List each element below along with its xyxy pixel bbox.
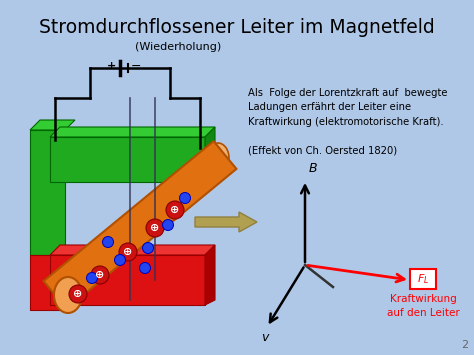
Text: B: B [309, 162, 318, 175]
Text: Als  Folge der Lorentzkraft auf  bewegte
Ladungen erfährt der Leiter eine
Kraftw: Als Folge der Lorentzkraft auf bewegte L… [248, 88, 447, 155]
Circle shape [163, 219, 173, 230]
Circle shape [139, 262, 151, 273]
Polygon shape [50, 137, 205, 182]
Text: v: v [261, 331, 268, 344]
Ellipse shape [207, 143, 229, 173]
Text: ⊕: ⊕ [170, 205, 180, 215]
Text: ⊕: ⊕ [123, 247, 133, 257]
Circle shape [69, 285, 87, 303]
Polygon shape [44, 141, 237, 309]
Polygon shape [50, 127, 215, 137]
Text: Kraftwirkung
auf den Leiter: Kraftwirkung auf den Leiter [387, 294, 459, 318]
Circle shape [119, 243, 137, 261]
Text: +: + [108, 61, 117, 71]
Polygon shape [205, 127, 215, 182]
Circle shape [143, 242, 154, 253]
Text: ⊕: ⊕ [73, 289, 82, 299]
Text: ⊕: ⊕ [95, 270, 105, 280]
Ellipse shape [54, 277, 82, 313]
Text: −: − [131, 60, 141, 72]
FancyBboxPatch shape [410, 269, 436, 289]
Circle shape [166, 201, 184, 219]
Circle shape [102, 236, 113, 247]
Circle shape [115, 255, 126, 266]
Text: Stromdurchflossener Leiter im Magnetfeld: Stromdurchflossener Leiter im Magnetfeld [39, 18, 435, 37]
Text: $F_L$: $F_L$ [417, 272, 429, 286]
Circle shape [146, 219, 164, 237]
Polygon shape [50, 245, 215, 255]
Circle shape [180, 192, 191, 203]
Text: 2: 2 [461, 340, 468, 350]
Text: (Wiederholung): (Wiederholung) [135, 42, 221, 52]
Polygon shape [30, 255, 65, 310]
FancyArrow shape [195, 212, 257, 232]
Text: ⊕: ⊕ [150, 223, 160, 233]
Circle shape [86, 273, 98, 284]
Polygon shape [50, 255, 205, 305]
Polygon shape [205, 245, 215, 305]
Polygon shape [30, 130, 65, 255]
Circle shape [91, 266, 109, 284]
Polygon shape [30, 120, 75, 130]
